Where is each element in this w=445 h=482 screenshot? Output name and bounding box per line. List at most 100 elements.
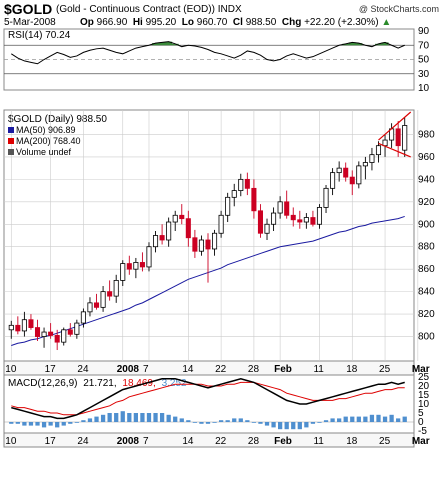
candle-body [218, 214, 224, 234]
macd-histogram-bar [350, 416, 355, 422]
macd-histogram-bar [9, 422, 14, 424]
macd-histogram-bar [81, 420, 86, 422]
high-label: Hi [132, 17, 143, 28]
macd-label: MACD(12,26,9) [8, 378, 77, 389]
x-tick-label-bottom: 14 [182, 436, 194, 447]
candle-body [198, 239, 204, 252]
copyright-text: @ StockCharts.com [358, 4, 439, 14]
legend-swatch [8, 149, 14, 155]
price-tick-label: 920 [418, 197, 435, 208]
macd-histogram-bar [107, 413, 112, 422]
candle-body [153, 235, 159, 248]
candle-body [238, 178, 244, 191]
x-tick-label-bottom: 2008 [117, 436, 140, 447]
close-label: Cl [232, 17, 243, 28]
macd-histogram-bar [22, 422, 27, 426]
x-tick-label: 14 [182, 364, 194, 375]
macd-histogram-bar [146, 413, 152, 422]
macd-histogram-bar [310, 422, 316, 424]
up-arrow-icon: ▲ [381, 17, 392, 28]
candle-body [21, 319, 27, 332]
legend-swatch [8, 127, 14, 133]
x-tick-label-bottom: 10 [5, 436, 17, 447]
macd-histogram-bar [61, 422, 66, 426]
macd-histogram-bar [179, 418, 184, 422]
price-tick-label: 900 [418, 219, 435, 230]
legend-label: MA(50) 906.89 [16, 125, 76, 135]
macd-histogram-bar [291, 422, 296, 430]
macd-histogram-bar [48, 422, 53, 426]
macd-histogram-bar [192, 422, 198, 423]
macd-label-group: MACD(12,26,9) 21.721, 18.469, 3.252 [8, 378, 187, 389]
chart-symbol: $GOLD [4, 1, 53, 17]
candle-body [159, 235, 165, 241]
x-tick-label-bottom: Mar [412, 436, 430, 447]
candle-body [231, 190, 237, 198]
x-tick-label-bottom: 24 [77, 436, 89, 447]
x-tick-label: 11 [313, 364, 324, 375]
candle-body [251, 187, 257, 212]
macd-histogram-bar [232, 418, 237, 422]
x-tick-label: Feb [274, 364, 292, 375]
candle-body [133, 262, 139, 270]
candle-body [356, 165, 362, 185]
macd-histogram-bar [343, 416, 348, 422]
macd-histogram-bar [382, 416, 388, 422]
x-tick-label: 10 [5, 364, 17, 375]
macd-histogram-bar [166, 414, 171, 422]
macd-histogram-bar [297, 422, 302, 430]
candle-body [48, 331, 54, 336]
x-tick-label-bottom: Feb [274, 436, 292, 447]
macd-histogram-bar [173, 416, 178, 422]
rsi-tick-label: 10 [418, 83, 430, 94]
macd-tick-label: 5 [418, 408, 424, 419]
candle-body [205, 239, 211, 250]
macd-histogram-bar [68, 422, 73, 424]
candle-body [330, 172, 336, 189]
macd-histogram-bar [153, 413, 158, 422]
x-tick-label-bottom: 25 [379, 436, 391, 447]
change-label: Chg [281, 17, 302, 28]
macd-histogram-bar [376, 414, 381, 422]
x-tick-label: 17 [45, 364, 57, 375]
legend-swatch [8, 138, 14, 144]
x-axis-bottom-band [3, 432, 415, 448]
macd-histogram-bar [55, 422, 60, 428]
macd-tick-label: 20 [418, 381, 430, 392]
x-tick-label: 22 [215, 364, 227, 375]
candle-body [80, 311, 86, 324]
macd-histogram-bar [74, 422, 79, 423]
legend-label: MA(200) 768.40 [16, 136, 81, 146]
trendline-lower [378, 142, 411, 158]
candle-body [316, 207, 323, 225]
candle-body [192, 237, 198, 252]
macd-histogram-bar [100, 414, 106, 422]
candle-body [185, 218, 191, 239]
legend-label: Volume undef [16, 147, 72, 157]
x-tick-label-bottom: 11 [313, 436, 324, 447]
macd-histogram-bar [199, 422, 204, 424]
x-tick-label: 7 [143, 364, 149, 375]
candle-body [284, 201, 290, 216]
candle-body [257, 210, 263, 234]
candle-body [395, 128, 401, 147]
price-tick-label: 960 [418, 152, 435, 163]
candle-body [375, 145, 382, 156]
x-tick-label: 2008 [117, 364, 140, 375]
macd-tick-label: -5 [418, 426, 427, 437]
rsi-line [11, 41, 405, 65]
macd-histogram-bar [278, 422, 283, 430]
x-tick-label: Mar [412, 364, 430, 375]
candle-body [28, 319, 34, 328]
macd-histogram-bar [218, 420, 224, 422]
rsi-tick-label: 30 [418, 69, 430, 80]
low-value: 960.70 [196, 17, 228, 28]
macd-histogram-bar [35, 422, 40, 426]
candle-body [271, 212, 277, 225]
chart-marks: 1030507090800820840860880900920940960980… [4, 26, 435, 447]
macd-tick-label: 25 [418, 372, 430, 383]
price-tick-label: 880 [418, 242, 435, 253]
change-value: +22.20 (+2.30%) [304, 17, 379, 28]
macd-histogram-bar [284, 422, 289, 430]
